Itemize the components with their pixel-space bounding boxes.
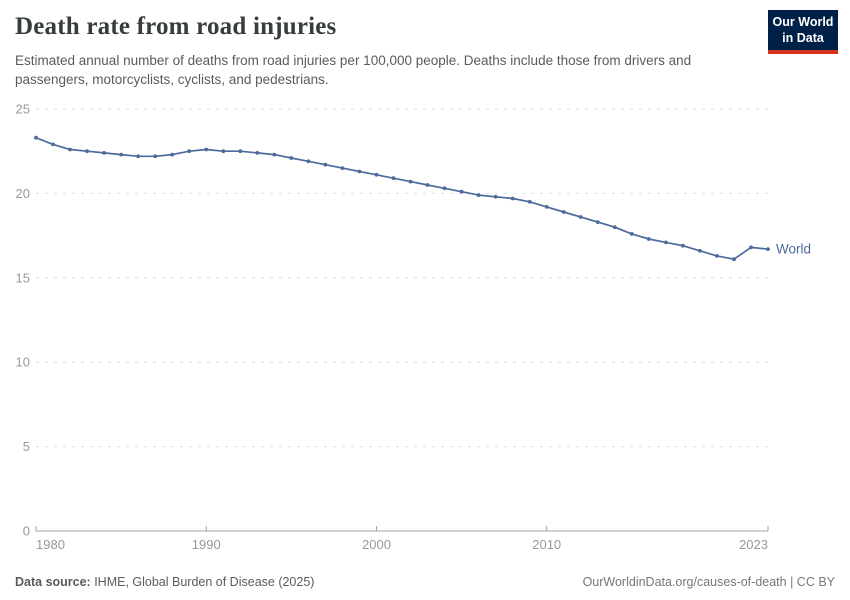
owid-logo-text-line2: in Data — [782, 30, 824, 45]
series-point[interactable] — [85, 149, 89, 154]
series-point[interactable] — [493, 194, 498, 199]
series-point[interactable] — [459, 189, 464, 194]
series-point[interactable] — [374, 172, 379, 177]
series-point[interactable] — [323, 162, 328, 167]
x-axis-tick-label: 1980 — [36, 537, 65, 552]
series-point[interactable] — [544, 205, 549, 209]
series-point[interactable] — [749, 245, 753, 250]
series-point[interactable] — [408, 179, 413, 184]
series-point[interactable] — [102, 151, 106, 155]
series-point[interactable] — [340, 166, 345, 170]
owid-logo-red-bar — [768, 50, 838, 55]
series-point[interactable] — [238, 149, 243, 154]
y-axis-tick-label: 20 — [16, 186, 30, 201]
series-point[interactable] — [357, 169, 362, 174]
series-point[interactable] — [34, 135, 38, 140]
series-point[interactable] — [68, 147, 72, 152]
page-title: Death rate from road injuries — [15, 13, 337, 40]
series-line-world[interactable] — [35, 136, 769, 261]
x-axis-tick-label: 2010 — [532, 537, 561, 552]
chart-subtitle: Estimated annual number of deaths from r… — [15, 53, 692, 87]
y-axis-tick-label: 25 — [16, 102, 30, 117]
series-point[interactable] — [766, 247, 770, 252]
series-point[interactable] — [136, 154, 141, 159]
series-point[interactable] — [119, 152, 123, 157]
owid-logo[interactable]: Our World in Data — [768, 10, 838, 55]
data-source-note: Data source: IHME, Global Burden of Dise… — [15, 575, 314, 589]
series-point[interactable] — [578, 215, 583, 219]
owid-logo-background — [768, 10, 838, 51]
series-point[interactable] — [221, 149, 226, 154]
y-axis-tick-label: 10 — [16, 355, 30, 370]
series-point[interactable] — [391, 176, 396, 181]
series-point[interactable] — [646, 237, 651, 241]
series-point[interactable] — [153, 154, 158, 159]
series-point[interactable] — [187, 149, 192, 154]
x-axis-tick-label: 2000 — [362, 537, 391, 552]
series-point[interactable] — [442, 186, 447, 191]
y-axis-tick-label: 0 — [23, 524, 30, 539]
credit-link[interactable]: OurWorldinData.org/causes-of-death | CC … — [582, 575, 835, 589]
owid-logo-text-line1: Our World — [772, 15, 834, 29]
series-point[interactable] — [527, 199, 532, 204]
series-point[interactable] — [510, 196, 515, 201]
series-point[interactable] — [629, 232, 634, 236]
y-axis-tick-label: 5 — [23, 439, 30, 454]
data-source-text: IHME, Global Burden of Disease (2025) — [90, 575, 315, 589]
series-point[interactable] — [715, 254, 719, 258]
x-axis-tick-label: 2023 — [739, 537, 768, 552]
series-point[interactable] — [476, 193, 481, 197]
series-end-label[interactable]: World — [776, 242, 811, 257]
series-point[interactable] — [170, 152, 175, 157]
chart-footer: Data source: IHME, Global Burden of Dise… — [15, 575, 835, 589]
series-point[interactable] — [425, 183, 430, 187]
series-point[interactable] — [51, 142, 55, 147]
series-point[interactable] — [561, 210, 566, 214]
series-point[interactable] — [204, 147, 209, 152]
x-axis-tick-label: 1990 — [192, 537, 221, 552]
series-point[interactable] — [664, 240, 668, 245]
series-point[interactable] — [732, 257, 736, 262]
series-point[interactable] — [681, 243, 685, 248]
series-point[interactable] — [698, 248, 702, 253]
series-point[interactable] — [272, 152, 277, 157]
y-axis-tick-label: 15 — [16, 270, 30, 285]
data-source-label: Data source: — [15, 575, 91, 589]
series-point[interactable] — [595, 220, 600, 224]
series-point[interactable] — [289, 156, 294, 160]
series-point[interactable] — [612, 225, 617, 230]
line-chart[interactable]: 0 5 10 15 20 25 1980 1990 2000 2010 2023 World — [0, 95, 850, 560]
series-point[interactable] — [306, 159, 311, 164]
series-point[interactable] — [255, 151, 260, 155]
